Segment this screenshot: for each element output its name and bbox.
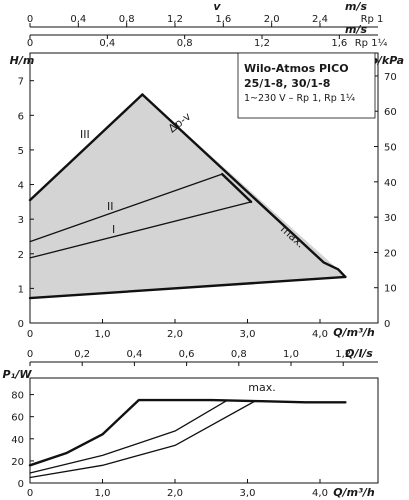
- head-plot-frame: [29, 52, 379, 324]
- flow-ls-label: 0,4: [126, 349, 142, 360]
- info-title-line2: 25/1-8, 30/1-8: [244, 77, 330, 90]
- curve-label-III: III: [80, 128, 90, 141]
- head-curve-pv-1: [141, 93, 347, 279]
- x-axis-label: Q/m³/h: [333, 326, 375, 339]
- head-curve-i-3: [29, 201, 252, 259]
- velocity-rp1-label: 1,2: [167, 14, 183, 25]
- power-x-label: 2,0: [167, 488, 183, 499]
- y2-axis-label: p/kPa: [369, 54, 404, 67]
- pipe-label-rp114: Rp 1¼: [355, 37, 388, 49]
- operating-region-fill: [30, 94, 346, 299]
- curve-label-I: I: [112, 223, 115, 236]
- kpa-label: 50: [384, 143, 397, 154]
- power-y-label: 20: [11, 457, 24, 468]
- kpa-label: 60: [384, 107, 397, 118]
- power-x-label: 1,0: [95, 488, 111, 499]
- velocity-rp114-label: 0,8: [177, 38, 193, 49]
- tick-marks: [29, 23, 378, 484]
- operating-region: [30, 94, 346, 299]
- head-curve-iii-0: [28, 93, 144, 202]
- kpa-label: 20: [384, 248, 397, 259]
- series-lines: [28, 93, 347, 479]
- info-box: Wilo-Atmos PICO 25/1-8, 30/1-8 1~230 V –…: [237, 52, 376, 119]
- head-curve-ii-2: [29, 173, 223, 243]
- info-subtitle: 1~230 V – Rp 1, Rp 1¼: [244, 93, 355, 104]
- power-curve-max-0: [28, 398, 347, 467]
- flow-ls-label: 1,2: [335, 349, 351, 360]
- kpa-label: 30: [384, 213, 397, 224]
- power-label-max: max.: [248, 381, 275, 394]
- power-curve-line-1: [29, 400, 227, 474]
- velocity-rp114-label: 0: [27, 38, 33, 49]
- y-axis-label: H/m: [10, 54, 35, 67]
- power-x-label: 0: [27, 488, 33, 499]
- velocity-rp1-label: 0: [27, 14, 33, 25]
- flow-ls-label: 0,8: [231, 349, 247, 360]
- velocity-rp1-label: 0,4: [70, 14, 86, 25]
- power-y-label: 60: [11, 413, 24, 424]
- flow-ls-label: 1,0: [283, 349, 299, 360]
- velocity-rp114-label: 1,6: [331, 38, 347, 49]
- flow-ls-label: Q/l/s: [345, 347, 373, 360]
- power-plot-frame: [29, 377, 379, 484]
- velocity-label: v: [213, 0, 221, 13]
- velocity-rp114-label: 1,2: [254, 38, 270, 49]
- head-y-label: 0: [18, 319, 24, 330]
- flow-ls-label: 0,6: [179, 349, 195, 360]
- curve-label-II: II: [107, 200, 114, 213]
- head-y-label: 3: [18, 215, 24, 226]
- head-x-label: 2,0: [167, 329, 183, 340]
- kpa-label: 10: [384, 284, 397, 295]
- head-y-label: 5: [18, 146, 24, 157]
- head-curve-max-4: [220, 172, 253, 204]
- power-y-label: 80: [11, 391, 24, 402]
- flow-ls-label: 0,2: [74, 349, 90, 360]
- power-y-label: 0: [18, 479, 24, 490]
- head-x-label: 4,0: [312, 329, 328, 340]
- velocity-rp1-label: 2,4: [312, 14, 328, 25]
- info-title-line1: Wilo-Atmos PICO: [244, 62, 349, 75]
- velocity-rp1-label: 1,6: [215, 14, 231, 25]
- head-y-label: 4: [18, 181, 24, 192]
- power-curve-line-2: [29, 400, 256, 479]
- flow-ls-label: 0: [27, 349, 33, 360]
- head-y-label: 2: [18, 250, 24, 261]
- power-x-axis-label: Q/m³/h: [333, 486, 375, 499]
- head-curve-line-5: [28, 275, 347, 300]
- head-x-label: 0: [27, 329, 33, 340]
- kpa-label: 40: [384, 178, 397, 189]
- velocity-rp1-label: 2,0: [264, 14, 280, 25]
- power-x-label: 4,0: [312, 488, 328, 499]
- power-y-label: 40: [11, 435, 24, 446]
- info-box-frame: [237, 52, 376, 119]
- head-y-label: 1: [18, 284, 24, 295]
- velocity-rp1-label: 0,8: [119, 14, 135, 25]
- head-y-label: 7: [18, 77, 24, 88]
- velocity-rp114-label: 0,4: [99, 38, 115, 49]
- pipe-label-rp1: Rp 1: [361, 14, 384, 25]
- head-x-label: 3,0: [240, 329, 256, 340]
- velocity-unit-rp114: m/s: [345, 23, 367, 36]
- velocity-unit-rp1: m/s: [345, 0, 367, 13]
- axis-frames: [29, 26, 379, 484]
- head-y-label: 6: [18, 111, 24, 122]
- kpa-label: 70: [384, 72, 397, 83]
- head-x-label: 1,0: [95, 329, 111, 340]
- power-x-label: 3,0: [240, 488, 256, 499]
- kpa-label: 0: [384, 319, 390, 330]
- power-axis-label: P₁/W: [2, 368, 32, 381]
